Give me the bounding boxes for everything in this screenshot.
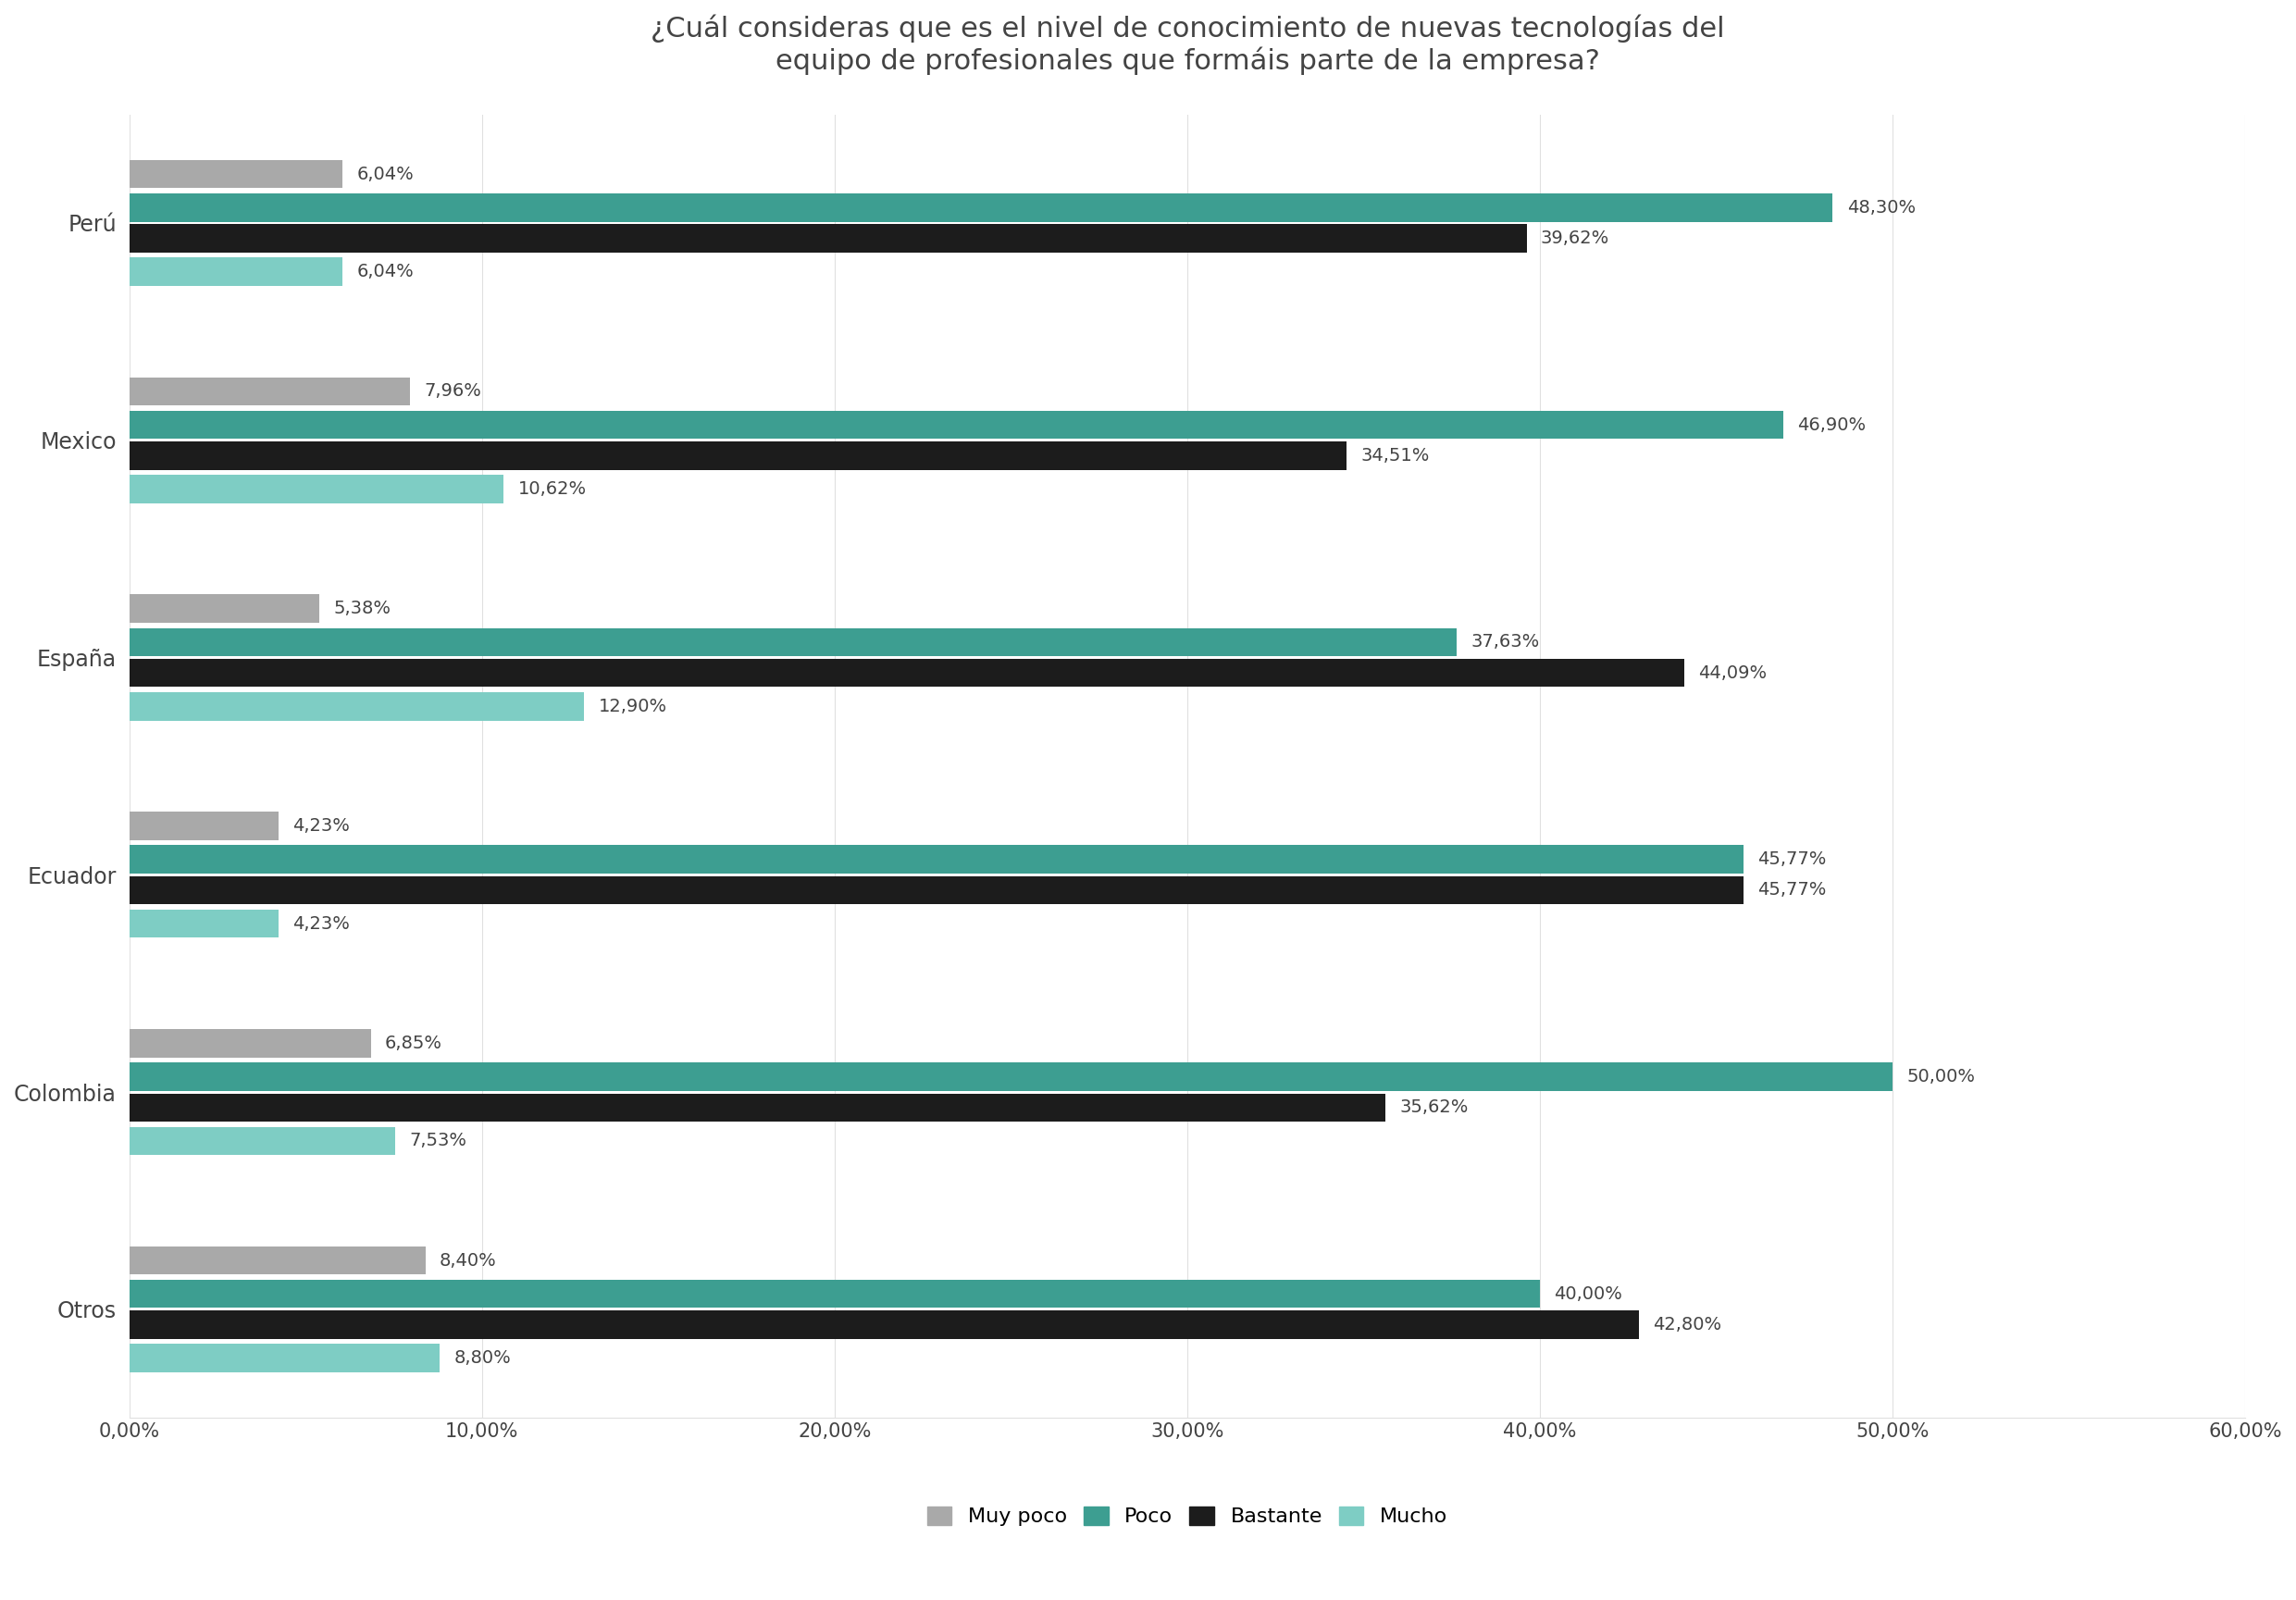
Bar bbox=[129, 194, 1832, 222]
Bar bbox=[129, 1246, 425, 1275]
Bar bbox=[129, 845, 1743, 874]
Bar bbox=[129, 475, 503, 504]
Legend: Muy poco, Poco, Bastante, Mucho: Muy poco, Poco, Bastante, Mucho bbox=[928, 1507, 1449, 1526]
Text: 37,63%: 37,63% bbox=[1469, 634, 1538, 651]
Text: 50,00%: 50,00% bbox=[1906, 1067, 1975, 1085]
Bar bbox=[129, 258, 342, 286]
Bar bbox=[129, 693, 583, 720]
Text: 44,09%: 44,09% bbox=[1699, 664, 1768, 682]
Text: 10,62%: 10,62% bbox=[519, 480, 585, 498]
Text: 5,38%: 5,38% bbox=[333, 600, 390, 618]
Bar bbox=[129, 595, 319, 622]
Text: 6,04%: 6,04% bbox=[356, 165, 413, 182]
Bar bbox=[129, 1093, 1384, 1122]
Text: 7,53%: 7,53% bbox=[409, 1133, 466, 1150]
Bar bbox=[129, 1280, 1541, 1309]
Bar bbox=[129, 442, 1345, 470]
Bar bbox=[129, 1344, 441, 1373]
Text: 8,40%: 8,40% bbox=[441, 1251, 496, 1269]
Bar bbox=[129, 1029, 372, 1058]
Bar bbox=[129, 411, 1784, 438]
Text: 6,85%: 6,85% bbox=[386, 1034, 443, 1051]
Bar bbox=[129, 1126, 395, 1155]
Text: 34,51%: 34,51% bbox=[1362, 446, 1430, 464]
Text: 42,80%: 42,80% bbox=[1653, 1315, 1722, 1333]
Text: 45,77%: 45,77% bbox=[1759, 882, 1825, 899]
Text: 39,62%: 39,62% bbox=[1541, 229, 1609, 246]
Text: 6,04%: 6,04% bbox=[356, 262, 413, 280]
Text: 48,30%: 48,30% bbox=[1846, 198, 1915, 216]
Bar bbox=[129, 659, 1685, 686]
Bar bbox=[129, 1062, 1892, 1091]
Bar bbox=[129, 378, 411, 405]
Text: 46,90%: 46,90% bbox=[1798, 416, 1867, 434]
Text: 12,90%: 12,90% bbox=[599, 698, 666, 715]
Text: 35,62%: 35,62% bbox=[1401, 1099, 1469, 1117]
Title: ¿Cuál consideras que es el nivel de conocimiento de nuevas tecnologías del
equip: ¿Cuál consideras que es el nivel de cono… bbox=[650, 14, 1724, 75]
Text: 4,23%: 4,23% bbox=[292, 915, 349, 933]
Bar bbox=[129, 811, 278, 840]
Text: 7,96%: 7,96% bbox=[425, 382, 482, 400]
Text: 40,00%: 40,00% bbox=[1554, 1285, 1623, 1302]
Text: 45,77%: 45,77% bbox=[1759, 851, 1825, 869]
Bar bbox=[129, 877, 1743, 904]
Bar bbox=[129, 627, 1456, 656]
Bar bbox=[129, 224, 1527, 253]
Text: 4,23%: 4,23% bbox=[292, 818, 349, 835]
Bar bbox=[129, 1310, 1639, 1339]
Bar bbox=[129, 909, 278, 938]
Bar bbox=[129, 160, 342, 189]
Text: 8,80%: 8,80% bbox=[455, 1349, 512, 1366]
